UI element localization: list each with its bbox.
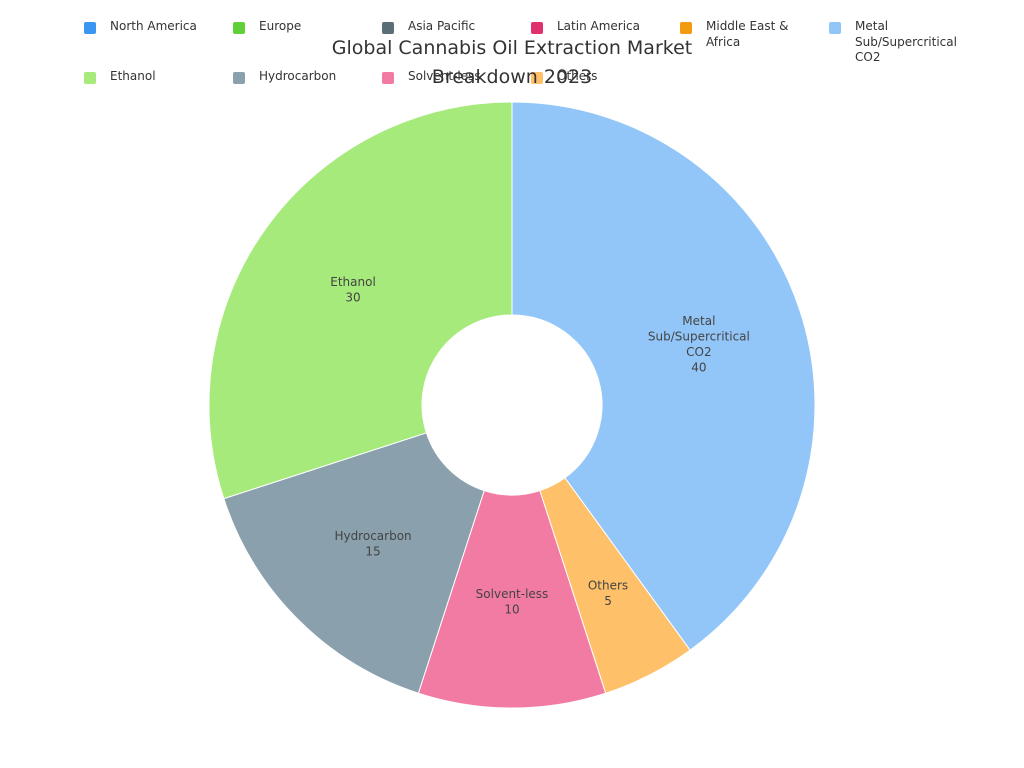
pie-slice[interactable] bbox=[417, 489, 607, 709]
legend-label: Others bbox=[557, 69, 598, 83]
slice-label: Ethanol bbox=[330, 275, 376, 289]
legend-label: Solvent-less bbox=[408, 69, 481, 83]
legend: North America Europe Asia Pacific Latin Ame… bbox=[0, 0, 1024, 100]
slice-label: Others bbox=[588, 579, 628, 593]
slice-label: Solvent-less bbox=[476, 587, 549, 601]
legend-swatch bbox=[382, 72, 394, 84]
legend-swatch bbox=[84, 72, 96, 84]
pie-slice[interactable] bbox=[511, 101, 816, 651]
slice-value: 15 bbox=[365, 545, 380, 559]
pie-slice[interactable] bbox=[208, 101, 513, 500]
legend-label: Metal Sub/Supercritical CO2 bbox=[855, 19, 957, 64]
legend-label: North America bbox=[110, 19, 197, 33]
slice-label: Hydrocarbon bbox=[334, 529, 411, 543]
legend-label: Latin America bbox=[557, 19, 640, 33]
legend-swatch bbox=[84, 22, 96, 34]
legend-label: Asia Pacific bbox=[408, 19, 476, 33]
slice-value: 40 bbox=[691, 361, 706, 375]
slice-value: 30 bbox=[345, 290, 360, 304]
legend-label: Middle East & Africa bbox=[706, 19, 789, 49]
legend-swatch bbox=[233, 22, 245, 34]
slice-value: 5 bbox=[604, 594, 612, 608]
legend-swatch bbox=[531, 72, 543, 84]
slice-value: 10 bbox=[504, 602, 519, 616]
legend-swatch bbox=[233, 72, 245, 84]
legend-label: Europe bbox=[259, 19, 302, 33]
pie-slice[interactable] bbox=[223, 432, 485, 694]
legend-label: Ethanol bbox=[110, 69, 156, 83]
legend-label: Hydrocarbon bbox=[259, 69, 337, 83]
legend-swatch bbox=[531, 22, 543, 34]
legend-swatch bbox=[382, 22, 394, 34]
legend-swatch bbox=[829, 22, 841, 34]
legend-swatch bbox=[680, 22, 692, 34]
slice-label: Metal Sub/Supercritical CO2 bbox=[648, 314, 750, 359]
